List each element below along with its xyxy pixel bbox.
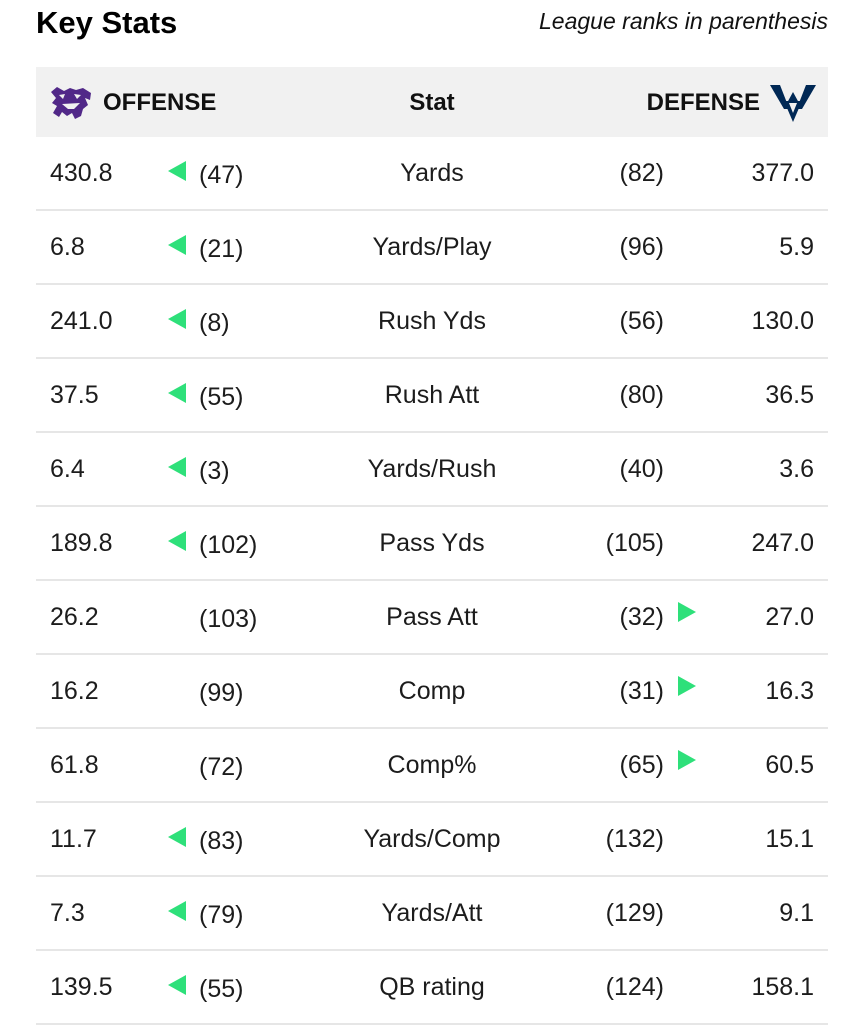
offense-advantage-arrow-icon [168,901,186,921]
table-row: 16.2 (99) Comp (31) 16.3 [36,655,828,729]
stat-name: Pass Att [386,603,478,631]
offense-value: 11.7 [50,825,97,853]
offense-advantage-arrow-icon [168,309,186,329]
offense-rank: (47) [199,161,244,189]
defense-rank: (132) [605,825,664,853]
defense-rank: (124) [605,973,664,1001]
stat-name: Rush Yds [378,307,486,335]
defense-rank: (32) [619,603,664,631]
stat-name: Yards [400,159,464,187]
offense-rank: (55) [199,975,244,1003]
defense-rank: (80) [619,381,664,409]
offense-value: 61.8 [50,751,99,779]
defense-rank: (129) [605,899,664,927]
offense-value: 7.3 [50,899,85,927]
table-row: 61.8 (72) Comp% (65) 60.5 [36,729,828,803]
offense-rank: (55) [199,383,244,411]
defense-value: 377.0 [751,159,814,187]
table-row: 6.8 (21) Yards/Play (96) 5.9 [36,211,828,285]
offense-rank: (21) [199,235,244,263]
defense-value: 60.5 [765,751,814,779]
defense-value: 5.9 [779,233,814,261]
offense-advantage-arrow-icon [168,827,186,847]
offense-advantage-arrow-icon [168,975,186,995]
defense-value: 3.6 [779,455,814,483]
offense-rank: (72) [199,753,244,781]
table-row: 11.7 (83) Yards/Comp (132) 15.1 [36,803,828,877]
offense-advantage-arrow-icon [168,383,186,403]
table-row: 430.8 (47) Yards (82) 377.0 [36,137,828,211]
offense-rank: (103) [199,605,258,633]
defense-advantage-arrow-icon [678,602,696,622]
stat-name: Comp% [387,751,477,779]
defense-value: 9.1 [779,899,814,927]
defense-value: 158.1 [751,973,814,1001]
defense-value: 15.1 [765,825,814,853]
stat-name: Yards/Play [372,233,492,261]
offense-value: 6.4 [50,455,85,483]
stats-rows: 430.8 (47) Yards (82) 377.0 6.8 (21) Yards/Play… [36,137,828,1025]
title-row: Key Stats League ranks in parenthesis [36,0,828,64]
rank-note: League ranks in parenthesis [539,8,828,34]
offense-rank: (99) [199,679,244,707]
offense-advantage-arrow-icon [168,457,186,477]
defense-value: 247.0 [751,529,814,557]
table-row: 26.2 (103) Pass Att (32) 27.0 [36,581,828,655]
table-row: 37.5 (55) Rush Att (80) 36.5 [36,359,828,433]
stat-column-header: Stat [409,89,455,116]
offense-rank: (3) [199,457,230,485]
table-header: OFFENSE Stat DEFENSE [36,67,828,137]
offense-value: 189.8 [50,529,113,557]
offense-value: 37.5 [50,381,99,409]
defense-rank: (40) [619,455,664,483]
stat-name: Pass Yds [379,529,485,557]
offense-rank: (8) [199,309,230,337]
table-row: 241.0 (8) Rush Yds (56) 130.0 [36,285,828,359]
offense-rank: (83) [199,827,244,855]
defense-rank: (96) [619,233,664,261]
offense-value: 139.5 [50,973,113,1001]
offense-value: 430.8 [50,159,113,187]
offense-advantage-arrow-icon [168,161,186,181]
defense-value: 36.5 [765,381,814,409]
table-row: 6.4 (3) Yards/Rush (40) 3.6 [36,433,828,507]
stat-name: Rush Att [384,381,480,409]
stat-name: Yards/Att [381,899,483,927]
stat-name: Yards/Rush [367,455,497,483]
flying-wv-logo-icon [770,85,816,122]
offense-value: 6.8 [50,233,85,261]
key-stats-table: OFFENSE Stat DEFENSE 430.8 (47) Yards (82) 3… [36,67,828,1025]
defense-rank: (65) [619,751,664,779]
defense-rank: (105) [605,529,664,557]
table-row: 189.8 (102) Pass Yds (105) 247.0 [36,507,828,581]
defense-advantage-arrow-icon [678,676,696,696]
table-row: 7.3 (79) Yards/Att (129) 9.1 [36,877,828,951]
offense-value: 16.2 [50,677,99,705]
stat-name: Comp [398,677,466,705]
defense-advantage-arrow-icon [678,750,696,770]
stat-name: Yards/Comp [363,825,501,853]
defense-value: 16.3 [765,677,814,705]
defense-column-header: DEFENSE [646,89,760,116]
offense-value: 26.2 [50,603,99,631]
offense-advantage-arrow-icon [168,531,186,551]
offense-rank: (102) [199,531,258,559]
defense-rank: (82) [619,159,664,187]
defense-value: 27.0 [765,603,814,631]
defense-value: 130.0 [751,307,814,335]
offense-rank: (79) [199,901,244,929]
offense-value: 241.0 [50,307,113,335]
defense-rank: (56) [619,307,664,335]
wildcat-logo-icon [51,87,91,119]
offense-column-header: OFFENSE [103,89,217,116]
table-row: 139.5 (55) QB rating (124) 158.1 [36,951,828,1025]
defense-rank: (31) [619,677,664,705]
stat-name: QB rating [379,973,485,1001]
page-title: Key Stats [36,5,178,40]
offense-advantage-arrow-icon [168,235,186,255]
